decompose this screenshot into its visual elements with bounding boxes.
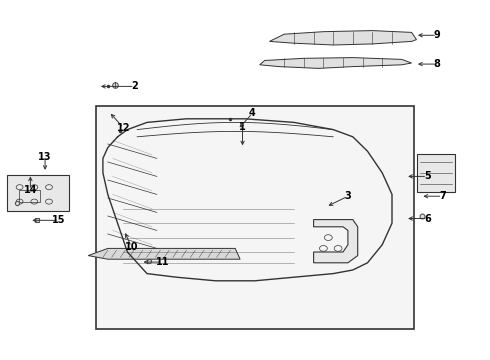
FancyBboxPatch shape: [7, 175, 69, 211]
Text: 5: 5: [424, 171, 431, 181]
Polygon shape: [314, 220, 358, 263]
Text: 6: 6: [424, 213, 431, 224]
Text: 1: 1: [239, 122, 246, 132]
Polygon shape: [260, 58, 412, 68]
Text: 2: 2: [131, 81, 138, 91]
Text: 10: 10: [124, 242, 138, 252]
Text: 15: 15: [52, 215, 66, 225]
Text: 12: 12: [117, 123, 130, 133]
Polygon shape: [88, 248, 240, 259]
Text: 8: 8: [434, 59, 441, 69]
Text: 3: 3: [344, 191, 351, 201]
Polygon shape: [270, 31, 416, 45]
Text: 7: 7: [439, 191, 446, 201]
Text: 9: 9: [434, 30, 441, 40]
Text: 11: 11: [156, 257, 170, 267]
Text: 14: 14: [24, 185, 37, 195]
Text: 13: 13: [38, 152, 52, 162]
FancyBboxPatch shape: [417, 154, 455, 192]
Text: 4: 4: [249, 108, 256, 118]
FancyBboxPatch shape: [96, 106, 414, 329]
